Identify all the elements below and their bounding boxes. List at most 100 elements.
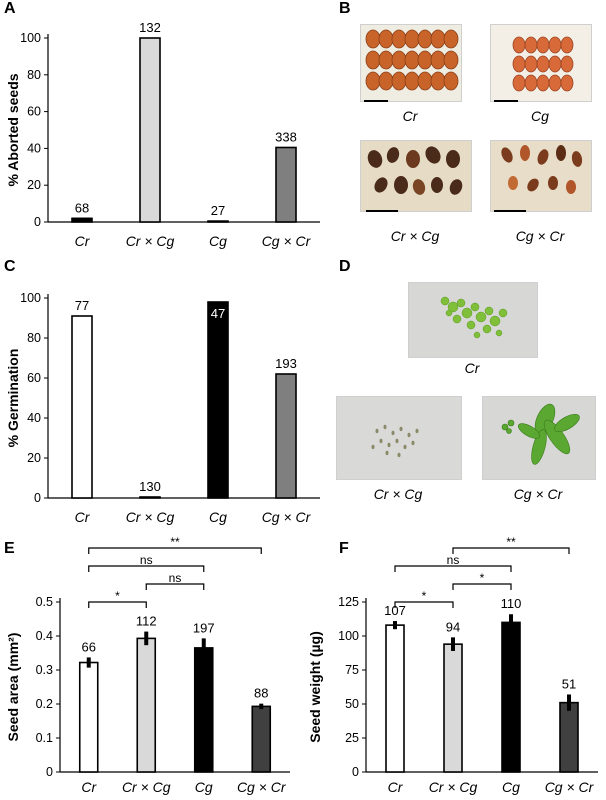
chart-seed-area: 0 0.1 0.2 0.3 0.4 0.5 Seed area (mm²) 66 Cr 112 Cr… bbox=[5, 535, 290, 795]
caption-seeds-cr: Cr bbox=[402, 108, 418, 124]
category-label-a: Cg × Cr bbox=[262, 233, 312, 249]
category-label-e: Cg × Cr bbox=[237, 779, 287, 795]
category-label-c: Cr × Cg bbox=[126, 509, 175, 525]
significance-bracket-e bbox=[145, 583, 205, 590]
y-tick-label-f: 0 bbox=[352, 765, 359, 779]
data-label-c: 193 bbox=[275, 356, 297, 371]
y-tick-label-c: 60 bbox=[27, 371, 41, 385]
y-axis-label-e: Seed area (mm²) bbox=[5, 633, 21, 742]
y-tick-label-c: 40 bbox=[27, 411, 41, 425]
category-label-e: Cr bbox=[81, 779, 97, 795]
panel-letter-e: E bbox=[4, 540, 15, 557]
data-label-e: 66 bbox=[82, 639, 96, 654]
data-label-a: 68 bbox=[75, 200, 89, 215]
data-label-c: 77 bbox=[75, 298, 89, 313]
category-label-a: Cr bbox=[75, 233, 91, 249]
scalebar-cr-x-cg bbox=[366, 210, 398, 212]
y-tick-label-e: 0.2 bbox=[36, 697, 53, 711]
y-tick-label-a: 60 bbox=[27, 105, 41, 119]
category-label-e: Cg bbox=[195, 779, 213, 795]
category-label-c: Cr bbox=[75, 509, 91, 525]
panel-letter-b: B bbox=[339, 0, 351, 17]
significance-bracket-e bbox=[88, 601, 147, 608]
category-label-f: Cg × Cr bbox=[545, 779, 595, 795]
bar-c bbox=[207, 301, 229, 499]
y-axis-label-c: % Germination bbox=[5, 349, 21, 448]
y-tick-label-a: 0 bbox=[34, 215, 41, 229]
data-label-f: 94 bbox=[446, 619, 460, 634]
data-label-e: 112 bbox=[136, 614, 157, 629]
caption-seeds-cg: Cg bbox=[531, 108, 549, 124]
caption-seeds-cg-x-cr: Cg × Cr bbox=[515, 228, 565, 244]
category-label-c: Cg × Cr bbox=[262, 509, 312, 525]
y-tick-label-a: 20 bbox=[27, 178, 41, 192]
bar-e bbox=[78, 661, 99, 773]
seedlings-cg-x-cr-image bbox=[483, 397, 595, 479]
y-tick-label-c: 100 bbox=[20, 291, 41, 305]
y-tick-label-e: 0.4 bbox=[36, 629, 53, 643]
significance-label-f: * bbox=[422, 589, 427, 603]
significance-label-e: ns bbox=[140, 553, 153, 567]
bar-f bbox=[443, 643, 463, 773]
y-tick-label-a: 40 bbox=[27, 141, 41, 155]
data-label-a: 132 bbox=[139, 20, 161, 35]
panel-letter-c: C bbox=[4, 258, 16, 275]
y-axis-label-a: % Aborted seeds bbox=[5, 73, 21, 186]
y-tick-label-a: 100 bbox=[20, 31, 41, 45]
photo-seeds-cr bbox=[360, 24, 462, 102]
bar-e bbox=[193, 647, 214, 773]
category-label-a: Cg bbox=[209, 233, 227, 249]
data-label-c: 47 bbox=[211, 306, 225, 321]
y-tick-label-f: 75 bbox=[345, 663, 359, 677]
bar-f bbox=[385, 624, 405, 773]
category-label-f: Cr bbox=[388, 779, 404, 795]
panel-letter-d: D bbox=[339, 258, 351, 275]
bar-a bbox=[275, 146, 297, 223]
y-tick-label-f: 100 bbox=[338, 629, 359, 643]
caption-seedlings-cr-x-cg: Cr × Cg bbox=[373, 486, 423, 502]
data-label-a: 338 bbox=[275, 129, 297, 144]
y-tick-label-e: 0.3 bbox=[36, 663, 53, 677]
significance-bracket-f bbox=[394, 601, 454, 608]
data-label-f: 51 bbox=[562, 676, 576, 691]
photo-seedlings-cg-x-cr bbox=[482, 396, 596, 480]
data-label-c: 130 bbox=[139, 479, 161, 494]
seeds-cr-image bbox=[361, 25, 461, 101]
y-tick-label-f: 25 bbox=[345, 731, 359, 745]
scalebar-cg-x-cr bbox=[494, 210, 526, 212]
bar-e bbox=[251, 705, 272, 773]
significance-bracket-e bbox=[88, 547, 262, 554]
y-tick-label-a: 80 bbox=[27, 68, 41, 82]
y-tick-label-c: 80 bbox=[27, 331, 41, 345]
data-label-e: 197 bbox=[193, 620, 215, 635]
category-label-a: Cr × Cg bbox=[126, 233, 175, 249]
bar-c bbox=[275, 373, 297, 499]
photo-seedlings-cr-x-cg bbox=[336, 396, 462, 480]
chart-aborted-seeds: 0 20 40 60 80 100 % Aborted seeds 68 Cr 132 Cr × C… bbox=[5, 20, 320, 249]
category-label-f: Cr × Cg bbox=[429, 779, 478, 795]
bar-c bbox=[139, 496, 161, 499]
photo-seeds-cr-x-cg bbox=[360, 140, 472, 212]
significance-bracket-f bbox=[452, 583, 512, 590]
y-tick-label-e: 0.1 bbox=[36, 731, 53, 745]
data-label-f: 110 bbox=[501, 596, 522, 611]
significance-bracket-f bbox=[394, 565, 512, 572]
chart-seed-weight: 0 25 50 75 100 125 Seed weight (µg) 107 Cr 94 Cr ×… bbox=[307, 535, 598, 795]
bar-f bbox=[559, 701, 579, 773]
bar-a bbox=[139, 37, 161, 223]
seedlings-cr-x-cg-image bbox=[337, 397, 461, 479]
y-axis-label-f: Seed weight (µg) bbox=[307, 631, 323, 743]
seeds-cg-x-cr-image bbox=[491, 141, 591, 211]
photo-seeds-cg-x-cr bbox=[490, 140, 592, 212]
y-tick-label-e: 0 bbox=[46, 765, 53, 779]
category-label-e: Cr × Cg bbox=[122, 779, 171, 795]
data-label-e: 88 bbox=[254, 686, 268, 701]
panel-letter-a: A bbox=[4, 0, 16, 17]
y-tick-label-f: 50 bbox=[345, 697, 359, 711]
category-label-f: Cg bbox=[502, 779, 520, 795]
significance-label-f: ** bbox=[506, 535, 516, 549]
caption-seedlings-cr: Cr bbox=[464, 360, 480, 376]
significance-label-e: ns bbox=[169, 571, 182, 585]
significance-label-f: ns bbox=[447, 553, 460, 567]
bar-f bbox=[501, 621, 521, 773]
